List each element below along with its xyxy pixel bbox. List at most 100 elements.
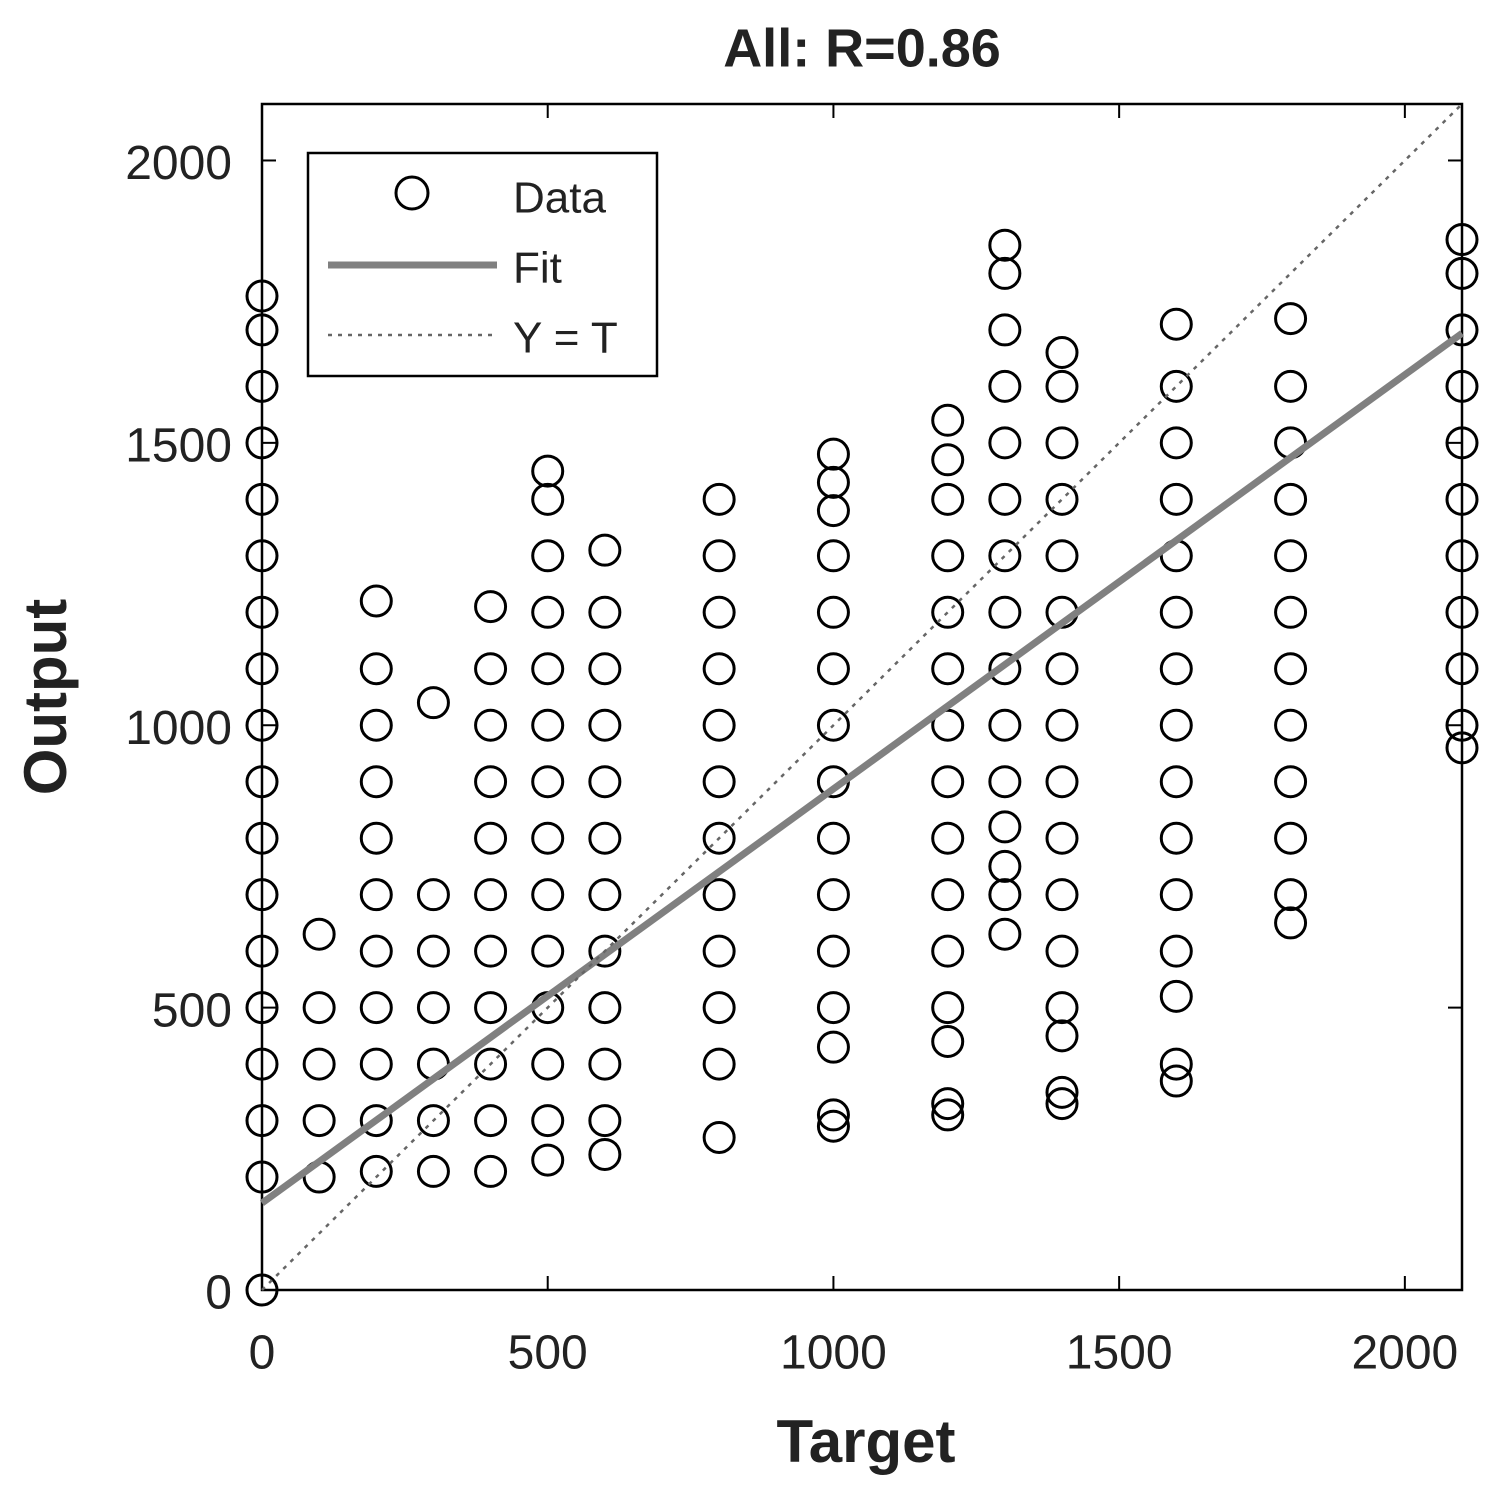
data-point [816,1098,850,1132]
data-point [931,934,965,968]
data-point [531,595,565,629]
data-point [702,708,736,742]
data-point [1445,595,1479,629]
data-point [359,934,393,968]
data-point [1445,256,1479,290]
x-tick-label: 1500 [1066,1327,1173,1380]
data-point [1274,652,1308,686]
data-point [816,595,850,629]
data-point [931,1025,965,1059]
data-point [1159,426,1193,460]
data-point [245,1104,279,1138]
x-tick-label: 1000 [780,1327,887,1380]
data-point [702,821,736,855]
data-point [302,917,336,951]
data-point [588,595,622,629]
data-point [245,934,279,968]
data-point [474,590,508,624]
data-point [702,878,736,912]
data-point [816,708,850,742]
data-point [1045,652,1079,686]
data-point [702,1121,736,1155]
data-point [245,765,279,799]
y-tick-label: 1000 [125,702,232,755]
x-tick-label: 2000 [1351,1327,1458,1380]
data-point [1445,482,1479,516]
data-point [588,1104,622,1138]
data-point [1045,934,1079,968]
data-point [302,1104,336,1138]
data-point [416,1154,450,1188]
data-point [702,991,736,1025]
y-tick-label: 2000 [125,137,232,190]
data-point [931,765,965,799]
data-point [531,454,565,488]
data-point [474,708,508,742]
data-point [1159,307,1193,341]
legend-label: Fit [513,244,562,293]
data-point [1274,302,1308,336]
data-point [816,934,850,968]
data-point [588,765,622,799]
data-point [988,482,1022,516]
data-point [931,595,965,629]
data-point [1445,313,1479,347]
data-point [1045,539,1079,573]
data-point [702,1047,736,1081]
data-point [1045,482,1079,516]
data-point [702,595,736,629]
data-point [245,1160,279,1194]
data-point [816,494,850,528]
data-point [474,878,508,912]
data-point [1274,765,1308,799]
data-point [245,708,279,742]
data-point [988,539,1022,573]
data-point [1159,369,1193,403]
data-point [816,652,850,686]
data-point [816,539,850,573]
data-point [1274,821,1308,855]
data-point [416,686,450,720]
data-point [988,369,1022,403]
data-point [1159,708,1193,742]
data-point [245,1047,279,1081]
data-point [988,256,1022,290]
data-point [359,878,393,912]
data-point [359,708,393,742]
data-point [588,878,622,912]
data-point [1445,708,1479,742]
data-point [931,403,965,437]
data-point [531,1104,565,1138]
data-point [1445,223,1479,257]
data-point [245,878,279,912]
data-point [359,821,393,855]
data-point [416,991,450,1025]
data-point [302,1047,336,1081]
data-point [702,652,736,686]
data-point [359,1104,393,1138]
y-tick-label: 1500 [125,420,232,473]
data-point [1159,595,1193,629]
data-point [1445,731,1479,765]
data-point [931,878,965,912]
legend-label: Data [513,174,606,223]
data-point [816,821,850,855]
data-point [1045,878,1079,912]
data-point [702,765,736,799]
data-point [531,1143,565,1177]
data-point [1159,979,1193,1013]
data-point [988,595,1022,629]
data-point [931,1098,965,1132]
y-axis-label: Output [12,599,79,796]
data-point [474,934,508,968]
data-point [245,482,279,516]
data-point [1045,1019,1079,1053]
data-point [359,584,393,618]
data-point [474,1104,508,1138]
data-point [702,934,736,968]
data-point [1274,878,1308,912]
data-point [474,765,508,799]
data-point [988,426,1022,460]
data-point [474,652,508,686]
